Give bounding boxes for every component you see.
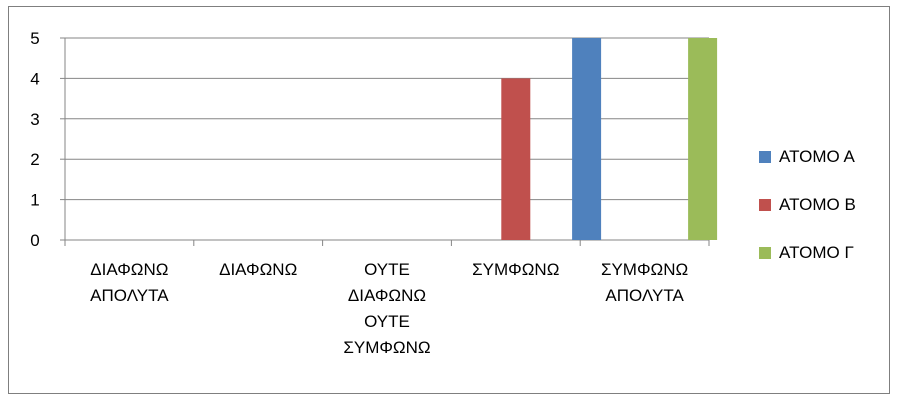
legend-item: ΑΤΟΜΟ Β	[759, 195, 899, 215]
legend-swatch	[759, 151, 771, 163]
legend-item: ΑΤΟΜΟ Α	[759, 147, 899, 167]
legend-label: ΑΤΟΜΟ Α	[779, 147, 855, 166]
chart-frame: 0 1 2 3 4 5 ΔΙΑΦΩΝΩ ΑΠΟΛΥΤΑ ΔΙΑΦΩΝΩ ΟΥΤΕ ΔΙΑΦΩΝ…	[8, 6, 890, 394]
y-tick-label: 1	[30, 191, 39, 210]
y-tick-label: 4	[30, 69, 39, 88]
legend: ΑΤΟΜΟ Α ΑΤΟΜΟ Β ΑΤΟΜΟ Γ	[759, 147, 899, 291]
x-category-label: ΣΥΜΦΩΝΩ	[472, 260, 560, 279]
legend-label: ΑΤΟΜΟ Γ	[779, 243, 854, 262]
legend-swatch	[759, 247, 771, 259]
bar	[501, 78, 531, 241]
bar	[688, 38, 718, 240]
x-category-label: ΟΥΤΕ ΔΙΑΦΩΝΩ ΟΥΤΕ ΣΥΜΦΩΝΩ	[343, 260, 431, 357]
y-tick-label: 0	[30, 231, 39, 250]
legend-swatch	[759, 199, 771, 211]
x-category-label: ΔΙΑΦΩΝΩ	[219, 260, 298, 279]
x-category-label: ΔΙΑΦΩΝΩ ΑΠΟΛΥΤΑ	[90, 260, 169, 305]
legend-label: ΑΤΟΜΟ Β	[779, 195, 856, 214]
x-category-label: ΣΥΜΦΩΝΩ ΑΠΟΛΥΤΑ	[600, 260, 689, 305]
y-tick-label: 2	[30, 150, 39, 169]
bar	[572, 38, 602, 240]
y-tick-label: 5	[30, 29, 39, 48]
legend-item: ΑΤΟΜΟ Γ	[759, 243, 899, 263]
bar-chart: 0 1 2 3 4 5	[30, 29, 718, 250]
y-tick-label: 3	[30, 110, 39, 129]
